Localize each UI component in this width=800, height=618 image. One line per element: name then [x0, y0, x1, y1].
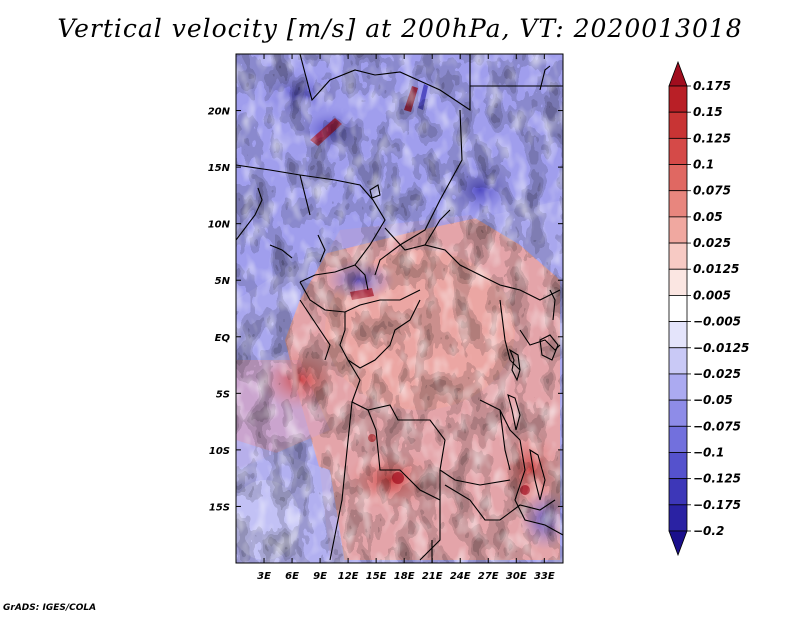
colorbar-bin: [668, 190, 688, 218]
colorbar-bin: [668, 295, 688, 322]
x-tick-label: 30E: [506, 571, 527, 582]
colorbar-label: −0.025: [693, 367, 741, 381]
x-tick-label: 27E: [478, 571, 499, 582]
colorbar-label: −0.0125: [693, 341, 749, 355]
colorbar-label: −0.2: [693, 524, 724, 538]
colorbar-bin: [668, 242, 688, 270]
colorbar-bin: [668, 504, 688, 532]
y-tick-label: 15N: [208, 163, 231, 174]
y-tick-label: EQ: [215, 333, 231, 344]
x-tick-label: 33E: [534, 571, 555, 582]
y-tick-label: 5N: [215, 276, 231, 287]
y-tick-label: 20N: [208, 107, 231, 118]
colorbar-label: −0.1: [693, 445, 724, 459]
y-tick-label: 15S: [209, 502, 230, 513]
y-tick-label: 5S: [216, 389, 230, 400]
colorbar-bin: [668, 373, 688, 401]
colorbar-bin: [668, 347, 688, 375]
x-tick-label: 15E: [366, 571, 387, 582]
x-tick-label: 12E: [338, 571, 359, 582]
colorbar-bin: [668, 111, 688, 139]
colorbar-bin: [668, 321, 688, 349]
colorbar: 0.175 0.15 0.125 0.1 0.075 0.05 0.025 0.0125 0.0…: [668, 60, 749, 557]
colorbar-bottom-triangle: [668, 530, 688, 557]
grads-credit: GrADS: IGES/COLA: [3, 603, 97, 613]
colorbar-label: 0.125: [693, 131, 731, 145]
colorbar-bin: [668, 216, 688, 244]
colorbar-label: −0.005: [693, 315, 741, 329]
colorbar-label: 0.1: [693, 158, 714, 172]
colorbar-bin: [668, 137, 688, 165]
country-borders: [236, 54, 563, 563]
colorbar-label: 0.075: [693, 184, 731, 198]
colorbar-bin: [668, 425, 688, 453]
x-tick-label: 21E: [422, 571, 443, 582]
axis-ticks: 3E 6E 9E 12E 15E 18E 21E 24E 27E 30E 33E 20N 15N 10N 5…: [208, 54, 563, 582]
colorbar-bin: [668, 452, 688, 480]
x-tick-label: 24E: [450, 571, 471, 582]
colorbar-label: 0.05: [693, 210, 723, 224]
colorbar-label: 0.175: [693, 79, 731, 93]
x-tick-label: 9E: [313, 571, 327, 582]
colorbar-label: 0.005: [693, 288, 731, 302]
colorbar-bin: [668, 478, 688, 506]
colorbar-label: −0.175: [693, 498, 741, 512]
x-tick-label: 6E: [285, 571, 299, 582]
colorbar-bin: [668, 164, 688, 192]
map-frame: [235, 53, 564, 564]
colorbar-top-triangle: [668, 60, 688, 87]
chart-title: Vertical velocity [m/s] at 200hPa, VT: 2…: [57, 14, 743, 43]
colorbar-label: −0.05: [693, 393, 733, 407]
colorbar-label: 0.15: [693, 105, 723, 119]
colorbar-label: 0.0125: [693, 262, 739, 276]
lakes: [369, 184, 559, 501]
y-tick-label: 10N: [208, 220, 231, 231]
colorbar-label: −0.125: [693, 472, 741, 486]
map-field: [236, 54, 563, 563]
x-tick-label: 18E: [394, 571, 415, 582]
x-tick-label: 3E: [257, 571, 271, 582]
colorbar-bin: [668, 399, 688, 427]
colorbar-label: −0.075: [693, 419, 741, 433]
y-tick-label: 10S: [209, 446, 230, 457]
colorbar-bin: [668, 85, 688, 113]
colorbar-label: 0.025: [693, 236, 731, 250]
colorbar-bin: [668, 268, 688, 296]
